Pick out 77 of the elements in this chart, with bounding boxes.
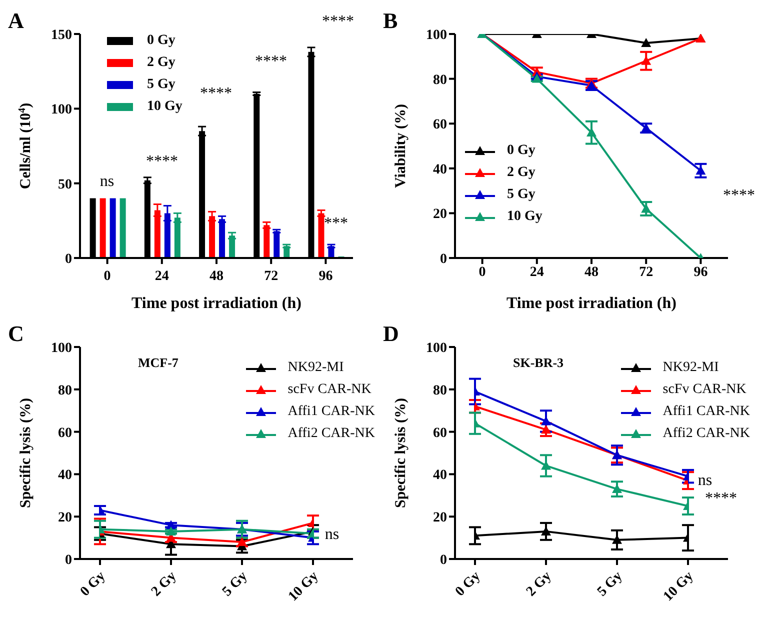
y-tick-label: 80	[433, 383, 447, 398]
legend-label: 0 Gy	[147, 33, 176, 49]
y-tick-label: 100	[51, 102, 72, 118]
legend-label: Affi1 CAR-NK	[288, 404, 375, 420]
x-tick-label: 96	[694, 264, 708, 280]
y-axis-title: Specific lysis (%)	[18, 398, 34, 508]
annotation: ns	[698, 472, 712, 489]
legend-label: scFv CAR-NK	[662, 382, 746, 398]
chart-title: C	[8, 321, 24, 347]
y-tick-label: 60	[433, 118, 447, 133]
y-tick-label: 150	[51, 28, 72, 43]
annotation: ****	[146, 153, 178, 170]
x-tick-label: 10 Gy	[660, 568, 696, 605]
annotation: ****	[255, 53, 287, 70]
legend-label: NK92-MI	[288, 360, 344, 376]
chart-title: D	[383, 321, 399, 347]
chart-title: A	[8, 8, 24, 34]
y-axis-title: Viability (%)	[393, 104, 409, 188]
annotation: ****	[705, 490, 737, 507]
x-tick-label: 2 Gy	[148, 568, 180, 600]
x-tick-label: 0	[478, 264, 486, 280]
y-tick-label: 0	[440, 252, 447, 267]
legend-label: 0 Gy	[507, 143, 536, 159]
x-tick-label: 5 Gy	[594, 568, 626, 600]
y-tick-label: 20	[58, 510, 72, 526]
legend-label: 10 Gy	[507, 209, 542, 225]
legend-label: 2 Gy	[147, 55, 176, 71]
x-tick-label: 72	[639, 264, 654, 280]
y-tick-label: 40	[433, 162, 447, 178]
x-tick-label: 0 Gy	[452, 568, 484, 600]
y-tick-label: 20	[433, 510, 447, 526]
y-tick-label: 60	[58, 426, 72, 441]
y-tick-label: 60	[433, 426, 447, 441]
y-tick-label: 100	[51, 340, 72, 356]
y-tick-label: 0	[65, 552, 72, 568]
chart-title: B	[383, 8, 398, 34]
x-tick-label: 24	[154, 269, 169, 284]
y-tick-label: 0	[65, 252, 72, 267]
x-tick-label: 72	[264, 269, 278, 284]
y-tick-label: 50	[58, 177, 72, 192]
text: SK-BR-3	[513, 355, 564, 371]
x-tick-label: 48	[584, 264, 598, 280]
legend-label: 5 Gy	[507, 187, 536, 203]
annotation: ***	[324, 215, 348, 232]
y-tick-label: 80	[433, 72, 447, 88]
legend-label: 10 Gy	[147, 99, 182, 115]
x-tick-label: 24	[530, 264, 544, 280]
legend-label: Affi2 CAR-NK	[662, 426, 750, 442]
annotation: ns	[100, 173, 114, 190]
x-tick-label: 2 Gy	[524, 568, 554, 600]
legend-label: Affi1 CAR-NK	[662, 404, 750, 420]
y-tick-label: 100	[426, 340, 447, 356]
x-tick-label: 96	[318, 269, 333, 284]
legend-label: 5 Gy	[147, 77, 176, 93]
y-tick-label: 20	[433, 207, 447, 222]
x-tick-label: 10 Gy	[286, 568, 322, 605]
x-tick-label: 0 Gy	[78, 568, 108, 600]
y-axis-title: Specific lysis (%)	[393, 398, 409, 508]
legend-label: 2 Gy	[507, 165, 536, 181]
legend-label: Affi2 CAR-NK	[288, 426, 375, 442]
legend-label: NK92-MI	[662, 360, 719, 376]
text: ****	[322, 13, 354, 30]
annotation: ****	[200, 85, 232, 102]
annotation: ****	[723, 187, 755, 204]
x-tick-label: 5 Gy	[220, 568, 250, 600]
legend-label: scFv CAR-NK	[288, 382, 372, 398]
annotation: ns	[324, 526, 340, 543]
y-tick-label: 40	[433, 468, 447, 484]
x-axis-title: Time post irradiation (h)	[506, 295, 676, 312]
y-tick-label: 100	[426, 28, 447, 43]
text: MCF-7	[138, 355, 178, 371]
y-tick-label: 40	[58, 468, 72, 484]
y-tick-label: 0	[440, 552, 447, 568]
x-tick-label: 48	[210, 269, 224, 284]
y-tick-label: 80	[58, 383, 72, 398]
x-axis-title: Time post irradiation (h)	[132, 295, 302, 312]
x-tick-label: 0	[104, 269, 111, 284]
